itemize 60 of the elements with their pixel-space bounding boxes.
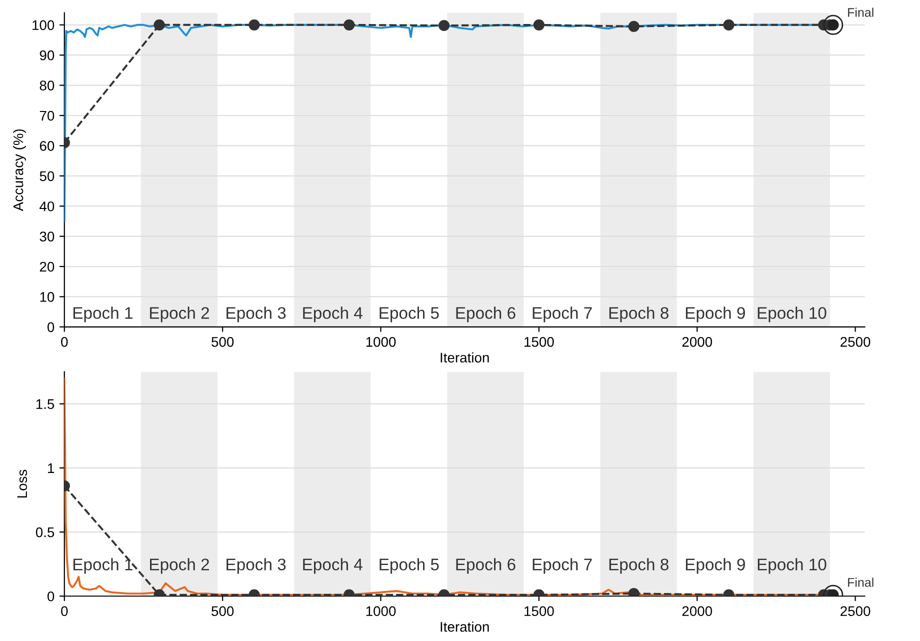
band-label: Epoch 10 — [758, 306, 826, 322]
point — [248, 19, 260, 30]
x-axis-title: Iteration — [440, 622, 489, 632]
y-tick-label: 0.5 — [36, 527, 54, 538]
band-label: Epoch 8 — [609, 306, 668, 322]
x-tick-label: 2500 — [840, 337, 870, 347]
annotation: Final — [848, 578, 874, 587]
point — [154, 19, 165, 30]
band-label: Epoch 6 — [456, 558, 516, 574]
x-tick-label: 500 — [212, 337, 234, 347]
point — [628, 588, 640, 596]
annotation: Epoch 3 — [226, 306, 286, 322]
y-tick-label: 1 — [48, 463, 54, 473]
x-tick-label: 2000 — [682, 606, 712, 616]
band-label: Epoch 4 — [303, 558, 362, 574]
x-tick-label: 1500 — [524, 337, 554, 347]
x-tick-label: 2500 — [840, 606, 870, 616]
annotation: Final — [848, 8, 874, 17]
point — [344, 19, 355, 30]
y-tick-label: 60 — [40, 141, 54, 151]
annotation: Epoch 9 — [686, 306, 745, 322]
band-label: Epoch 4 — [303, 306, 362, 322]
y-tick-label: 20 — [40, 262, 54, 272]
y-tick-label: 70 — [40, 110, 54, 121]
y-axis-title: Accuracy (%) — [13, 129, 26, 212]
y-tick-label: 0 — [47, 591, 54, 602]
x-tick-label: 2000 — [682, 337, 712, 347]
annotation: Epoch 5 — [380, 306, 439, 322]
point — [438, 20, 450, 32]
band-label: Epoch 2 — [150, 558, 209, 574]
annotation: Epoch 5 — [380, 558, 439, 574]
y-axis-title: Loss — [17, 470, 28, 498]
x-tick-label: 500 — [212, 606, 234, 616]
x-tick-label: 1000 — [366, 337, 396, 347]
x-tick-label: 0 — [61, 606, 68, 616]
band-label: Epoch 2 — [150, 306, 209, 322]
y-tick-label: 30 — [40, 232, 54, 242]
x-tick-label: 1500 — [524, 606, 554, 616]
annotation: Epoch 7 — [532, 306, 592, 322]
x-tick-label: 0 — [61, 337, 68, 347]
y-tick-label: 80 — [40, 80, 54, 90]
y-tick-label: 0 — [47, 322, 54, 332]
y-tick-label: 50 — [40, 171, 54, 182]
band-label: Epoch 6 — [456, 306, 516, 322]
band-label: Epoch 10 — [758, 558, 826, 574]
point — [628, 20, 640, 32]
y-tick-label: 40 — [40, 201, 54, 212]
point — [533, 19, 544, 30]
annotation: Epoch 9 — [686, 558, 745, 574]
annotation: Epoch 1 — [73, 306, 132, 322]
annotation: Epoch 3 — [226, 558, 286, 574]
annotation: Epoch 7 — [532, 558, 592, 574]
y-tick-label: 1.5 — [36, 399, 54, 409]
y-tick-label: 10 — [40, 292, 54, 302]
y-tick-label: 90 — [40, 50, 54, 60]
band-label: Epoch 8 — [609, 558, 668, 574]
point — [723, 19, 734, 30]
x-axis-title: Iteration — [440, 352, 489, 363]
x-tick-label: 1000 — [366, 606, 396, 616]
y-tick-label: 100 — [32, 20, 54, 30]
